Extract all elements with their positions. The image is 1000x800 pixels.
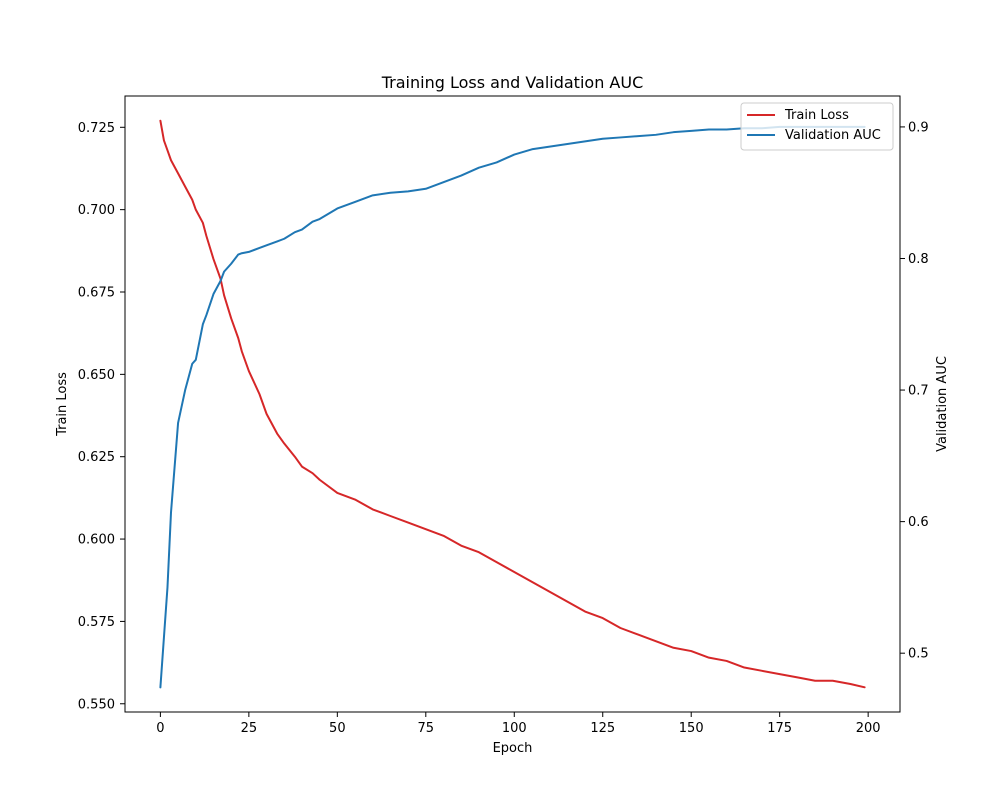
chart-title: Training Loss and Validation AUC bbox=[381, 73, 644, 92]
x-tick-label: 75 bbox=[418, 721, 435, 736]
series-line-train-loss bbox=[159, 119, 866, 689]
y-left-tick-label: 0.575 bbox=[78, 615, 115, 630]
x-tick-label: 0 bbox=[156, 721, 164, 736]
series-line-validation-auc bbox=[159, 125, 866, 689]
y-axis-left-label: Train Loss bbox=[55, 372, 70, 437]
y-left-tick-label: 0.625 bbox=[78, 450, 115, 465]
x-axis: 0 25 50 75 100 125 150 175 200 bbox=[156, 712, 881, 736]
y-left-tick-label: 0.650 bbox=[78, 368, 115, 383]
y-axis-left: 0.550 0.575 0.600 0.625 0.650 0.675 0.700 0.725 bbox=[78, 121, 125, 712]
y-left-tick-label: 0.550 bbox=[78, 697, 115, 712]
y-right-tick-label: 0.5 bbox=[908, 647, 929, 662]
y-right-tick-label: 0.8 bbox=[908, 252, 929, 267]
x-tick-label: 100 bbox=[502, 721, 527, 736]
x-tick-label: 50 bbox=[329, 721, 346, 736]
y-left-tick-label: 0.675 bbox=[78, 286, 115, 301]
x-axis-label: Epoch bbox=[493, 741, 533, 756]
y-axis-right-label: Validation AUC bbox=[935, 356, 950, 452]
series-layer bbox=[159, 119, 866, 689]
y-right-tick-label: 0.9 bbox=[908, 120, 929, 135]
legend: Train Loss Validation AUC bbox=[740, 102, 894, 151]
x-tick-label: 200 bbox=[856, 721, 881, 736]
x-tick-label: 25 bbox=[241, 721, 258, 736]
y-axis-right: 0.5 0.6 0.7 0.8 0.9 bbox=[900, 120, 929, 662]
legend-label-validation-auc: Validation AUC bbox=[785, 128, 881, 143]
y-right-tick-label: 0.6 bbox=[908, 515, 929, 530]
legend-box bbox=[740, 102, 894, 151]
legend-label-train-loss: Train Loss bbox=[784, 108, 849, 123]
x-tick-label: 150 bbox=[679, 721, 704, 736]
plot-frame bbox=[124, 95, 901, 713]
y-right-tick-label: 0.7 bbox=[908, 384, 929, 399]
y-left-tick-label: 0.600 bbox=[78, 533, 115, 548]
y-left-tick-label: 0.700 bbox=[78, 203, 115, 218]
x-tick-label: 125 bbox=[590, 721, 615, 736]
y-left-tick-label: 0.725 bbox=[78, 121, 115, 136]
x-tick-label: 175 bbox=[767, 721, 792, 736]
